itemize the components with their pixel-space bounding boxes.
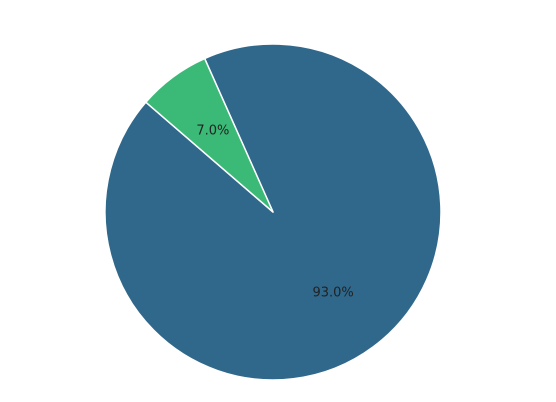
pie-slice-label-1: 7.0% — [196, 124, 229, 139]
pie-slice-label-0: 93.0% — [312, 285, 353, 300]
pie-slice-1 — [145, 57, 274, 213]
